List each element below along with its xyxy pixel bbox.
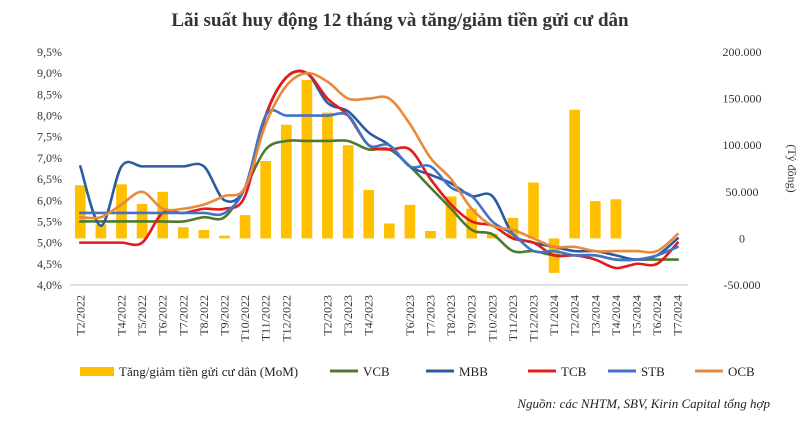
bar [466,208,478,239]
x-tick-label: T10/2023 [485,295,499,342]
y-left-tick-label: 4,5% [37,257,62,271]
y-right-tick-label: 0 [739,231,745,245]
bar [198,230,210,239]
bar [589,201,601,239]
x-tick-label: T2/2024 [568,295,582,336]
y-left-tick-label: 4,0% [37,278,62,292]
bar [157,191,169,239]
x-tick-label: T7/2023 [424,295,438,336]
series-line-mbb [79,69,679,261]
x-tick-label: T8/2022 [197,295,211,336]
bar [445,196,457,239]
x-tick-label: T12/2022 [279,295,293,342]
x-tick-label: T5/2022 [135,295,149,336]
legend-label: Tăng/giảm tiền gửi cư dân (MoM) [119,364,298,379]
x-tick-label: T3/2023 [341,295,355,336]
legend-label: MBB [459,364,488,379]
y-left-tick-label: 7,0% [37,151,62,165]
x-tick-label: T7/2024 [671,295,685,336]
x-tick-label: T4/2022 [115,295,129,336]
y-right-tick-label: 200.000 [723,45,762,59]
y-right-tick-label: -50.000 [724,278,761,292]
bar [425,230,436,239]
bar [219,235,230,239]
legend-label: OCB [728,364,755,379]
y-left-tick-label: 8,0% [37,109,62,123]
x-tick-label: T6/2022 [156,295,170,336]
legend-label: STB [641,364,665,379]
bar [528,182,539,239]
series-line-tcb [79,69,679,270]
x-tick-label: T6/2023 [403,295,417,336]
y-right-tick-label: 50.000 [726,185,759,199]
x-tick-label: T8/2023 [444,295,458,336]
series-line-vcb [79,139,679,262]
x-tick-label: T5/2024 [630,295,644,336]
y-left-tick-label: 5,0% [37,236,62,250]
bar [486,233,498,239]
bar [116,184,127,239]
y-right-tick-label: 100.000 [723,138,762,152]
y-left-tick-label: 6,0% [37,193,62,207]
x-tick-label: T2/2023 [321,295,335,336]
bar [404,204,416,239]
bar [260,161,272,239]
y-left-tick-label: 5,5% [37,214,62,228]
bar [239,215,251,239]
y-left-tick-label: 8,5% [37,87,62,101]
y-left-tick-label: 9,5% [37,45,62,59]
x-tick-label: T4/2023 [362,295,376,336]
chart-title: Lãi suất huy động 12 tháng và tăng/giảm … [171,10,629,31]
bar [177,227,189,239]
legend-swatch-bar [80,367,114,376]
x-tick-label: T4/2024 [609,295,623,336]
x-tick-label: T10/2022 [238,295,252,342]
x-tick-label: T1/2024 [547,295,561,336]
y-right-tick-label: 150.000 [723,92,762,106]
x-tick-label: T2/2022 [73,295,87,336]
bar [363,189,375,239]
x-tick-label: T6/2024 [650,295,664,336]
x-tick-label: T9/2023 [465,295,479,336]
x-tick-label: T7/2022 [176,295,190,336]
legend-label: VCB [363,364,390,379]
legend-label: TCB [561,364,587,379]
y-left-tick-label: 7,5% [37,130,62,144]
bar [322,112,333,239]
series-line-ocb [79,71,679,254]
bar [280,124,292,239]
y-right-axis-label: (Tỷ đồng) [785,144,799,192]
source-note: Nguồn: các NHTM, SBV, Kirin Capital tổng… [517,396,770,411]
x-tick-label: T9/2022 [218,295,232,336]
x-tick-label: T11/2023 [506,295,520,341]
x-tick-label: T12/2023 [527,295,541,342]
bar [301,79,313,239]
bar [569,109,581,239]
x-tick-label: T11/2022 [259,295,273,341]
x-tick-label: T3/2024 [588,295,602,336]
y-left-tick-label: 9,0% [37,66,62,80]
bar [95,224,107,239]
y-left-tick-label: 6,5% [37,172,62,186]
bar [507,217,519,239]
bar [383,223,395,239]
bar [610,199,622,239]
bar [342,145,354,239]
series-line-stb [79,108,679,262]
